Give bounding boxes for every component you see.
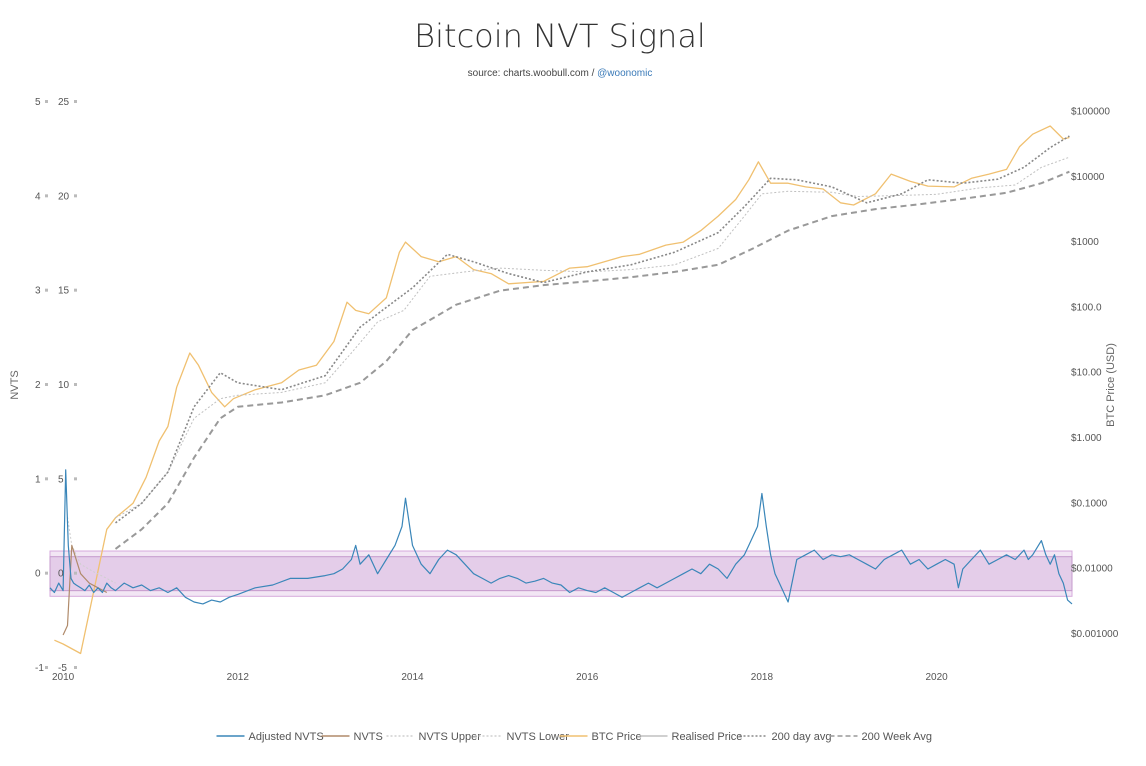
tick-marker [74,194,77,198]
left-outer-tick: -1 [35,663,44,674]
x-tick: 2014 [401,672,424,683]
left-outer-tick: 2 [35,380,41,391]
right-price-tick: $10.00 [1071,368,1102,379]
x-tick: 2016 [576,672,599,683]
legend-label: BTC Price [592,731,642,743]
tick-marker [74,383,77,386]
nvts-bands [49,550,1073,597]
tick-marker [74,100,77,103]
left-outer-tick: 4 [35,191,41,202]
tick-marker [45,194,48,198]
legend-label: NVTS [354,731,383,743]
tick-marker [45,288,48,292]
tick-marker [45,477,48,481]
series-btc-price [54,125,1070,655]
right-price-tick: $0.001000 [1071,629,1119,640]
left-outer-tick: 1 [35,474,41,485]
x-tick: 2020 [925,672,948,683]
tick-marker [45,383,48,386]
left-inner-tick: 25 [58,97,70,108]
legend-item[interactable]: Realised Price [639,731,743,743]
series-adjusted-nvts [49,469,1073,605]
legend-item[interactable]: 200 day avg [739,731,832,743]
tick-marker [45,666,48,669]
series-200-week-avg [114,170,1070,550]
legend-label: NVTS Lower [507,731,570,743]
legend-label: NVTS Upper [419,731,482,743]
tick-marker [74,666,77,669]
left-inner-tick: 10 [58,380,70,391]
tick-marker [74,571,77,575]
x-tick: 2018 [751,672,774,683]
subtitle-link[interactable]: @woonomic [597,68,652,79]
left-outer-tick: 5 [35,97,41,108]
chart-title: Bitcoin NVT Signal [414,17,706,55]
legend-item[interactable]: NVTS Lower [474,731,570,743]
left-outer-tick: 3 [35,286,41,297]
legend-item[interactable]: NVTS Upper [386,731,482,743]
x-tick: 2010 [52,672,75,683]
subtitle-source: source: charts.woobull.com / [468,68,598,79]
legend-label: Adjusted NVTS [249,731,324,743]
left-inner-tick: 5 [58,474,64,485]
legend-item[interactable]: 200 Week Avg [829,731,933,743]
right-price-tick: $1.000 [1071,433,1102,444]
right-price-tick: $100000 [1071,107,1110,118]
series-realised-price [115,156,1070,519]
left-inner-tick: 0 [58,569,64,580]
legend-item[interactable]: NVTS [321,731,383,743]
right-axis-title: BTC Price (USD) [1105,343,1117,427]
right-price-tick: $10000 [1071,172,1105,183]
legend-label: 200 day avg [772,731,832,743]
tick-marker [45,571,48,575]
left-axis-title: NVTS [9,370,21,399]
right-price-tick: $100.0 [1071,302,1102,313]
tick-marker [45,100,48,103]
left-inner-tick: 15 [58,286,70,297]
tick-marker [74,288,77,292]
chart-legend: Adjusted NVTS NVTS NVTS Upper NVTS Lower BTC… [216,731,933,743]
legend-item[interactable]: Adjusted NVTS [216,731,324,743]
series-200-day-avg [115,135,1070,524]
chart-subtitle: source: charts.woobull.com / @woonomic [468,68,653,79]
legend-label: 200 Week Avg [862,731,933,743]
left-inner-tick: -5 [58,663,67,674]
legend-item[interactable]: BTC Price [559,731,642,743]
left-inner-tick: 20 [58,191,70,202]
left-outer-tick: 0 [35,569,41,580]
right-price-tick: $1000 [1071,237,1099,248]
x-tick: 2012 [227,672,250,683]
right-price-tick: $0.1000 [1071,498,1108,509]
legend-label: Realised Price [672,731,743,743]
tick-marker [74,477,77,481]
series-layer [49,125,1073,655]
series-nvts-upper [67,517,116,584]
axes: 543210-12520151050-5$100000$10000$1000$1… [35,97,1119,683]
right-price-tick: $0.01000 [1071,564,1113,575]
